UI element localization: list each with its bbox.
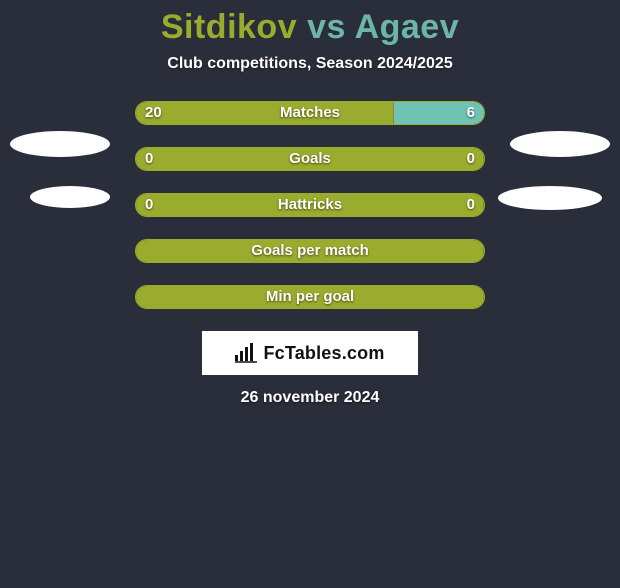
footer-date: 26 november 2024 (0, 389, 620, 407)
bar-track (135, 101, 485, 125)
bar-fill-left (136, 240, 484, 262)
bar-chart-icon (235, 343, 257, 363)
bar-value-left: 20 (145, 101, 162, 125)
bar-track (135, 193, 485, 217)
bar-fill-left (136, 102, 394, 124)
brand-box: FcTables.com (202, 331, 418, 375)
bar-value-right: 0 (467, 147, 475, 171)
bar-value-left: 0 (145, 147, 153, 171)
stat-bar-min-per-goal: Min per goal (135, 285, 485, 309)
subtitle-competition: Club competitions, Season 2024/2025 (0, 55, 620, 73)
bar-track (135, 285, 485, 309)
player-photo-placeholder (510, 131, 610, 157)
player-photo-placeholder (30, 186, 110, 208)
page-title: Sitdikov vs Agaev (0, 8, 620, 47)
stat-bar-goals-per-match: Goals per match (135, 239, 485, 263)
player2-name: Agaev (355, 8, 460, 46)
player-photo-placeholder (498, 186, 602, 210)
bar-value-left: 0 (145, 193, 153, 217)
bar-value-right: 0 (467, 193, 475, 217)
bar-track (135, 147, 485, 171)
stat-bar-goals: Goals00 (135, 147, 485, 171)
vs-text: vs (307, 8, 346, 46)
bar-fill-left (136, 148, 484, 170)
player1-name: Sitdikov (161, 8, 297, 46)
stat-bar-hattricks: Hattricks00 (135, 193, 485, 217)
stat-bar-matches: Matches206 (135, 101, 485, 125)
brand-text: FcTables.com (263, 343, 384, 364)
bar-fill-left (136, 286, 484, 308)
bar-fill-left (136, 194, 484, 216)
bar-value-right: 6 (467, 101, 475, 125)
bar-track (135, 239, 485, 263)
player-photo-placeholder (10, 131, 110, 157)
